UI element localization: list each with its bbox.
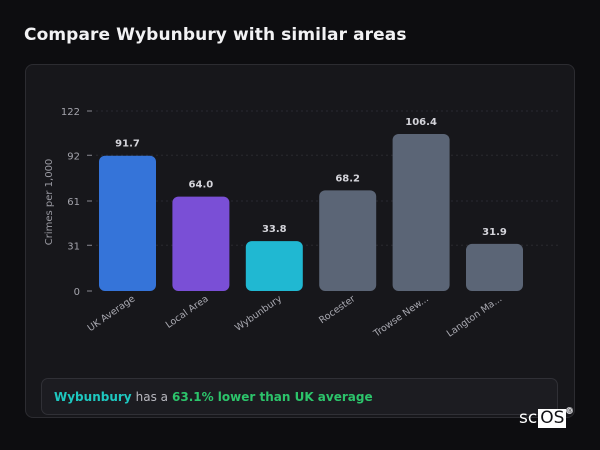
x-category-label: Wybunbury (233, 293, 284, 333)
bar-value-label: 68.2 (335, 173, 360, 184)
bar-value-label: 91.7 (115, 139, 140, 150)
summary-area-name: Wybunbury (54, 389, 132, 404)
summary-connector: has a (135, 389, 168, 404)
bar[interactable] (245, 241, 303, 291)
bar[interactable] (466, 243, 523, 291)
x-category-label: UK Average (86, 293, 138, 334)
logo-text-sc: sc (519, 408, 538, 428)
summary-statement: 63.1% lower than UK average (172, 389, 373, 404)
y-tick-label: 92 (67, 151, 80, 162)
logo-text-os: OS (538, 408, 567, 428)
y-axis-label: Crimes per 1,000 (44, 159, 55, 246)
bar[interactable] (392, 134, 450, 291)
y-tick-label: 122 (61, 107, 80, 118)
bar-value-label: 31.9 (482, 227, 507, 238)
scos-logo: sc OS ® (518, 407, 574, 428)
bar-value-label: 64.0 (189, 180, 214, 191)
page-title: Compare Wybunbury with similar areas (24, 25, 407, 45)
x-category-label: Langton Ma... (445, 293, 504, 339)
bar[interactable] (319, 190, 377, 291)
x-category-label: Local Area (164, 293, 211, 330)
comparison-summary: Wybunbury has a 63.1% lower than UK aver… (41, 378, 558, 415)
y-tick-label: 0 (74, 287, 80, 298)
bar[interactable] (99, 155, 156, 291)
registered-mark-icon: ® (566, 407, 574, 415)
bar-value-label: 106.4 (405, 117, 437, 128)
y-tick-label: 61 (67, 197, 80, 208)
y-tick-label: 31 (67, 241, 80, 252)
bar-value-label: 33.8 (262, 224, 287, 235)
x-category-label: Rocester (317, 293, 357, 326)
bar[interactable] (172, 196, 230, 291)
x-category-label: Trowse New... (371, 293, 431, 340)
